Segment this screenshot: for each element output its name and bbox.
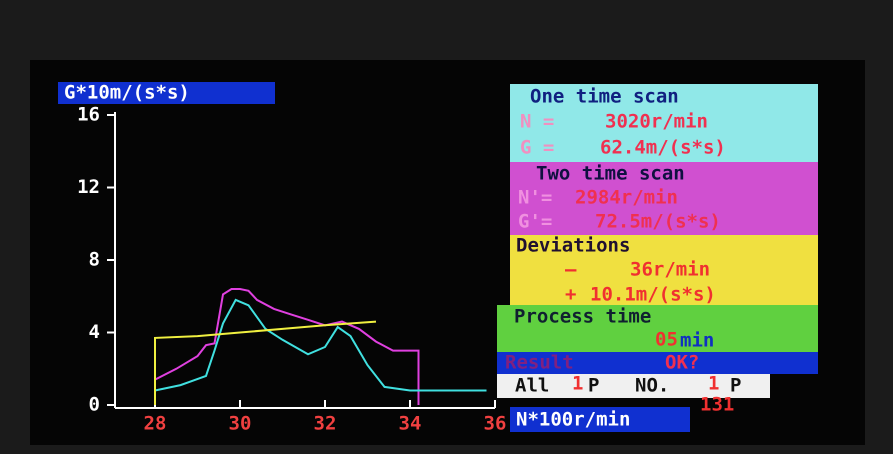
x-tick-label: 32	[314, 413, 337, 435]
value: 36r/min	[630, 259, 710, 281]
count-label: All	[515, 375, 549, 397]
x-tick-label: 28	[144, 413, 167, 435]
count-value: 1	[572, 373, 583, 395]
x-tick-label: 30	[229, 413, 252, 435]
x-tick-label: 36	[484, 413, 507, 435]
deviations-title: Deviations	[516, 235, 630, 257]
result-value: OK?	[665, 352, 699, 374]
screen: G*10m/(s*s) N*100r/min One time scan N =…	[0, 0, 893, 454]
scan1-title: One time scan	[530, 86, 679, 108]
process-value: 05	[655, 329, 678, 351]
x-axis-label: N*100r/min	[516, 409, 630, 431]
code: 131	[700, 394, 734, 416]
sign: +	[565, 284, 576, 306]
y-tick-label: 0	[89, 394, 100, 416]
result-label: Result	[505, 352, 574, 374]
label: G =	[520, 137, 554, 159]
label: N =	[520, 111, 554, 133]
label: G'=	[518, 211, 552, 233]
value: 10.1m/(s*s)	[590, 284, 716, 306]
y-tick-label: 12	[77, 176, 100, 198]
y-tick-label: 16	[77, 104, 100, 126]
sign: –	[565, 259, 577, 281]
y-tick-label: 8	[89, 249, 100, 271]
value: 2984r/min	[575, 187, 678, 209]
value: 3020r/min	[605, 111, 708, 133]
value: 72.5m/(s*s)	[595, 211, 721, 233]
label: N'=	[518, 187, 552, 209]
count-unit: P	[588, 375, 599, 397]
x-tick-label: 34	[399, 413, 422, 435]
count-label: NO.	[635, 375, 669, 397]
value: 62.4m/(s*s)	[600, 137, 726, 159]
count-value: 1	[708, 373, 719, 395]
page: {"chart_data": {"type": "line", "y_label…	[0, 0, 893, 454]
process-title: Process time	[514, 306, 651, 328]
y-tick-label: 4	[89, 321, 100, 343]
process-unit: min	[680, 330, 714, 352]
scan2-title: Two time scan	[536, 163, 685, 185]
y-axis-label: G*10m/(s*s)	[64, 82, 190, 104]
